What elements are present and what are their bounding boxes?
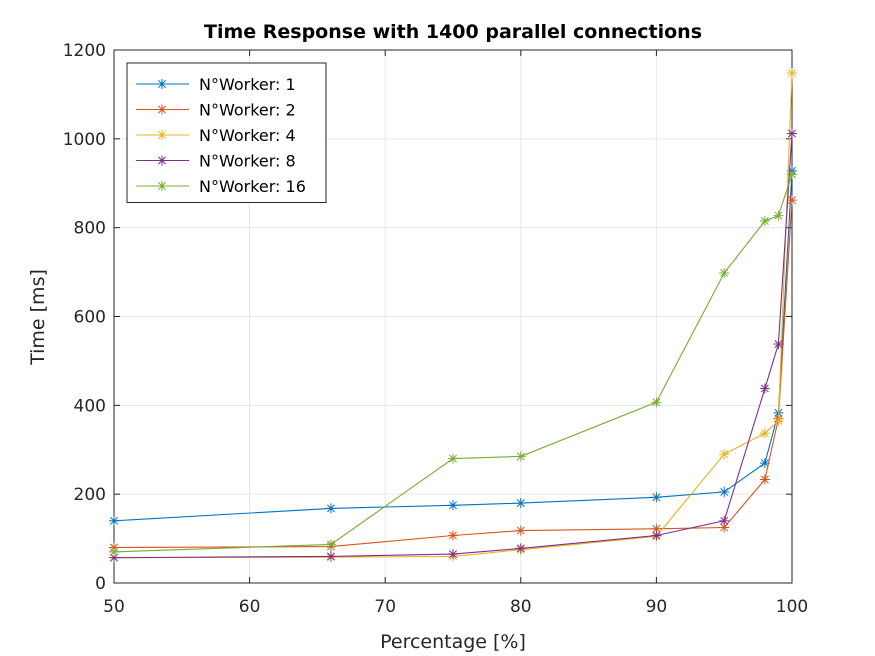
- data-point: [448, 453, 458, 464]
- data-point: [719, 267, 730, 278]
- y-tick-label: 1200: [63, 41, 106, 61]
- series-2: [109, 195, 797, 553]
- data-point: [448, 549, 458, 560]
- data-point: [787, 128, 797, 139]
- x-tick-label: 60: [239, 597, 261, 617]
- y-tick-label: 200: [74, 485, 106, 505]
- data-point: [651, 523, 662, 534]
- data-point: [515, 498, 526, 509]
- legend-entry: N°Worker: 8: [136, 152, 296, 171]
- y-axis-label: Time [ms]: [27, 269, 49, 366]
- series-layer: [109, 68, 797, 563]
- x-tick-label: 80: [510, 597, 532, 617]
- data-point: [719, 449, 730, 460]
- data-point: [787, 169, 797, 180]
- series-1: [109, 165, 797, 526]
- data-point: [759, 383, 770, 394]
- x-axis-label: Percentage [%]: [380, 631, 526, 653]
- x-tick-label: 70: [374, 597, 396, 617]
- data-point: [759, 216, 770, 227]
- legend-label: N°Worker: 2: [199, 101, 296, 120]
- series-line: [113, 170, 793, 522]
- legend-marker: [157, 79, 167, 89]
- data-point: [325, 503, 336, 514]
- legend-label: N°Worker: 16: [199, 177, 306, 196]
- legend-entry: N°Worker: 1: [136, 75, 296, 94]
- data-point: [515, 525, 526, 536]
- data-point: [759, 474, 770, 485]
- legend-marker: [157, 155, 167, 166]
- x-tick-label: 50: [103, 597, 125, 617]
- data-point: [719, 515, 730, 526]
- legend-entry: N°Worker: 16: [136, 177, 306, 196]
- chart-title: Time Response with 1400 parallel connect…: [204, 21, 702, 43]
- data-point: [448, 500, 458, 511]
- legend-marker: [157, 130, 167, 140]
- data-point: [787, 68, 797, 79]
- data-point: [719, 486, 730, 497]
- x-tick-label: 90: [646, 597, 668, 617]
- data-point: [515, 543, 526, 554]
- y-tick-label: 800: [74, 219, 106, 239]
- data-point: [325, 539, 336, 550]
- y-tick-label: 0: [95, 574, 106, 594]
- data-point: [651, 397, 662, 408]
- data-point: [773, 210, 784, 221]
- x-tick-label: 100: [776, 597, 808, 617]
- y-tick-label: 400: [74, 396, 106, 416]
- legend-entry: N°Worker: 2: [136, 101, 296, 120]
- legend-entry: N°Worker: 4: [136, 126, 296, 145]
- data-point: [759, 428, 770, 439]
- data-point: [515, 451, 526, 462]
- series-5: [109, 169, 797, 557]
- data-point: [109, 546, 119, 557]
- data-point: [773, 415, 784, 426]
- data-point: [325, 551, 336, 562]
- legend: N°Worker: 1 N°Worker: 2 N°Worker: 4 N°Worke…: [126, 62, 327, 203]
- data-point: [651, 530, 662, 541]
- legend-marker: [157, 181, 167, 191]
- legend-marker: [157, 104, 167, 115]
- data-point: [773, 339, 784, 350]
- data-point: [448, 530, 458, 541]
- legend-label: N°Worker: 4: [199, 126, 296, 145]
- y-tick-label: 600: [74, 308, 106, 328]
- legend-label: N°Worker: 1: [199, 75, 296, 94]
- data-point: [651, 492, 662, 503]
- y-tick-label: 1000: [63, 130, 106, 150]
- data-point: [787, 195, 797, 206]
- series-4: [109, 128, 797, 563]
- data-point: [109, 515, 119, 526]
- legend-label: N°Worker: 8: [199, 152, 296, 171]
